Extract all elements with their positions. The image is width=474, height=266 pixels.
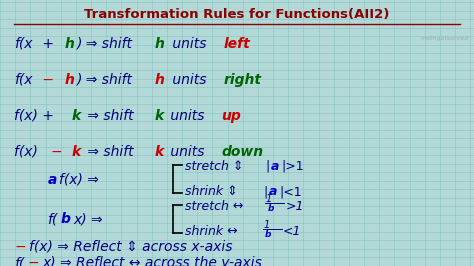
Text: f(: f(	[47, 213, 58, 226]
Text: up: up	[221, 109, 241, 123]
Text: k: k	[71, 145, 81, 159]
Text: ) ⇒ shift: ) ⇒ shift	[77, 73, 137, 87]
Text: >1: >1	[285, 200, 304, 213]
Text: h: h	[64, 73, 74, 87]
Text: mathgotserved: mathgotserved	[421, 36, 469, 41]
Text: f(x) +: f(x) +	[14, 109, 58, 123]
Text: down: down	[221, 145, 264, 159]
Text: k: k	[154, 145, 164, 159]
Text: h: h	[155, 73, 165, 87]
Text: ⇒ shift: ⇒ shift	[83, 145, 138, 159]
Text: f(x: f(x	[14, 37, 33, 51]
Text: b: b	[61, 213, 71, 226]
Text: stretch ⇕: stretch ⇕	[185, 160, 247, 173]
Text: |>1: |>1	[282, 160, 304, 173]
Text: ) ⇒ shift: ) ⇒ shift	[77, 37, 137, 51]
Text: h: h	[64, 37, 74, 51]
Text: a: a	[47, 173, 57, 186]
Text: shrink ⇕: shrink ⇕	[185, 185, 246, 198]
Text: k: k	[71, 109, 81, 123]
Text: −: −	[38, 73, 58, 87]
Text: a: a	[271, 160, 279, 173]
Text: stretch ↔: stretch ↔	[185, 200, 247, 213]
Text: right: right	[223, 73, 261, 87]
Text: units: units	[168, 37, 210, 51]
Text: b: b	[265, 230, 272, 239]
Text: f(: f(	[14, 256, 25, 266]
Text: 1: 1	[263, 220, 269, 230]
Text: Transformation Rules for Functions(AII2): Transformation Rules for Functions(AII2)	[84, 8, 390, 21]
Text: f(x: f(x	[14, 73, 33, 87]
Text: 1: 1	[265, 194, 272, 205]
Text: left: left	[223, 37, 250, 51]
Text: |: |	[263, 185, 267, 198]
Text: |<1: |<1	[279, 185, 302, 198]
Text: a: a	[269, 185, 277, 198]
Text: f(x): f(x)	[14, 145, 43, 159]
Text: units: units	[166, 109, 209, 123]
Text: b: b	[267, 204, 274, 213]
Text: −: −	[27, 256, 39, 266]
Text: −: −	[14, 240, 26, 254]
Text: f(x) ⇒ Reflect ⇕ across x-axis: f(x) ⇒ Reflect ⇕ across x-axis	[29, 240, 233, 254]
Text: x) ⇒ Reflect ↔ across the y-axis: x) ⇒ Reflect ↔ across the y-axis	[43, 256, 262, 266]
Text: −: −	[51, 145, 67, 159]
Text: k: k	[154, 109, 164, 123]
Text: |: |	[265, 160, 270, 173]
Text: +: +	[38, 37, 58, 51]
Text: ⇒ shift: ⇒ shift	[83, 109, 138, 123]
Text: units: units	[166, 145, 209, 159]
Text: h: h	[155, 37, 165, 51]
Text: f(x) ⇒: f(x) ⇒	[60, 173, 100, 186]
Text: units: units	[168, 73, 210, 87]
Text: <1: <1	[283, 225, 301, 238]
Text: shrink ↔: shrink ↔	[185, 225, 246, 238]
Text: x) ⇒: x) ⇒	[73, 213, 103, 226]
